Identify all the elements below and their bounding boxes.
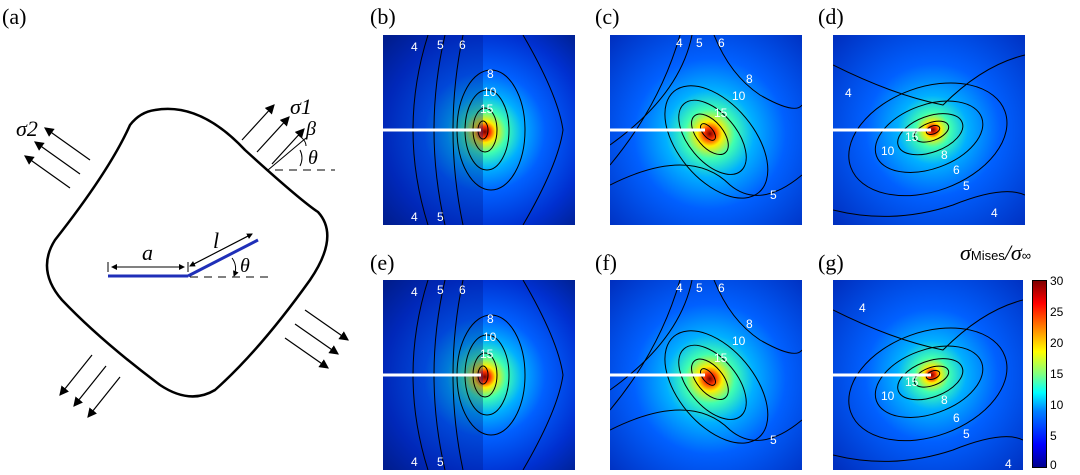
contour-panel-b: 4 5 6 8 10 15 4 5 (383, 35, 575, 225)
contour-map-e: 4 5 6 8 10 15 4 5 (383, 280, 575, 470)
contour-label: 10 (483, 330, 497, 344)
panel-f-label: (f) (595, 250, 617, 275)
contour-label: 5 (770, 188, 777, 202)
dimension-a (107, 262, 189, 272)
contour-label: 5 (437, 283, 444, 297)
contour-label: 8 (746, 317, 753, 331)
colorbar-tick: 5 (1050, 429, 1057, 443)
contour-label: 4 (1005, 457, 1012, 470)
contour-label: 8 (941, 148, 948, 162)
contour-panel-c: 4 5 6 8 10 15 5 (610, 35, 802, 225)
colorbar-title-sub: Mises (970, 248, 1005, 263)
panel-b-label: (b) (370, 4, 396, 29)
contour-label: 5 (437, 38, 444, 52)
angle-construction-top (267, 134, 335, 171)
contour-map-b: 4 5 6 8 10 15 4 5 (383, 35, 575, 225)
contour-label: 4 (991, 206, 998, 220)
schematic-drawing (24, 104, 349, 418)
sigma1-arrows-opposite (59, 354, 121, 418)
contour-label: 5 (696, 281, 703, 295)
panel-a: (a) (0, 0, 370, 475)
contour-label: 15 (714, 106, 728, 120)
panel-d-label: (d) (818, 4, 844, 29)
colorbar: 30 25 20 15 10 5 0 (1032, 274, 1080, 472)
colorbar-gradient (1032, 280, 1047, 468)
contour-label: 10 (483, 85, 497, 99)
a-label: a (142, 240, 153, 265)
contour-label: 6 (953, 411, 960, 425)
contour-map-d: 4 15 10 8 6 5 4 (833, 35, 1025, 225)
contour-map-f: 4 5 6 8 10 15 5 (610, 280, 802, 470)
contour-label: 4 (411, 285, 418, 299)
dimension-l (189, 233, 253, 267)
contour-label: 4 (676, 36, 683, 50)
contour-label: 5 (696, 36, 703, 50)
sigma2-label: σ2 (16, 116, 38, 141)
contour-label: 10 (881, 144, 895, 158)
body-outline (45, 107, 329, 398)
contour-label: 8 (941, 393, 948, 407)
colorbar-tick: 15 (1050, 367, 1064, 381)
contour-label: 6 (459, 283, 466, 297)
beta-label: β (306, 118, 316, 140)
contour-label: 4 (411, 455, 418, 469)
contour-panel-f: 4 5 6 8 10 15 5 (610, 280, 802, 470)
contour-label: 8 (746, 72, 753, 86)
contour-label: 4 (411, 40, 418, 54)
contour-label: 5 (770, 433, 777, 447)
colorbar-tick: 20 (1050, 336, 1064, 350)
panel-a-label: (a) (2, 4, 27, 29)
colorbar-tick: 0 (1050, 458, 1057, 472)
contour-label: 15 (480, 102, 494, 116)
panel-e-label: (e) (370, 250, 395, 275)
contour-label: 10 (732, 89, 746, 103)
contour-label: 5 (963, 179, 970, 193)
contour-panel-d: 4 15 10 8 6 5 4 (833, 35, 1025, 225)
contour-label: 6 (459, 38, 466, 52)
contour-label: 15 (480, 347, 494, 361)
contour-label: 8 (487, 67, 494, 81)
contour-label: 5 (437, 455, 444, 469)
contour-label: 8 (487, 312, 494, 326)
contour-panel-g: 4 15 10 8 6 5 4 (833, 280, 1023, 470)
colorbar-tick: 25 (1050, 305, 1064, 319)
contour-label: 6 (953, 163, 960, 177)
contour-label: 4 (676, 281, 683, 295)
panel-c-label: (c) (595, 4, 620, 29)
theta-crack-label: θ (240, 255, 250, 277)
angle-construction-crack (190, 257, 268, 278)
theta-top-label: θ (308, 147, 318, 169)
contour-map-c: 4 5 6 8 10 15 5 (610, 35, 802, 225)
panel-g-label: (g) (818, 250, 844, 275)
contour-map-g: 4 15 10 8 6 5 4 (833, 280, 1023, 470)
contour-label: 6 (718, 36, 725, 50)
contour-label: 5 (437, 210, 444, 224)
contour-label: 15 (714, 351, 728, 365)
l-label: l (213, 228, 220, 253)
contour-label: 10 (732, 334, 746, 348)
colorbar-title-inf: ∞ (1021, 248, 1032, 263)
sigma1-label: σ1 (290, 94, 312, 119)
colorbar-tick: 10 (1050, 398, 1064, 412)
colorbar-title-sigma: σ (960, 240, 971, 265)
contour-label: 6 (718, 281, 725, 295)
colorbar-title: σMises/σ∞ (960, 240, 1031, 266)
contour-label: 4 (859, 301, 866, 315)
contour-label: 4 (411, 210, 418, 224)
contour-label: 5 (963, 427, 970, 441)
contour-label: 15 (905, 375, 919, 389)
sigma2-arrows (24, 127, 91, 189)
contour-panel-e: 4 5 6 8 10 15 4 5 (383, 280, 575, 470)
crack-kink (187, 238, 259, 278)
sigma2-arrows-opposite (284, 309, 349, 369)
colorbar-title-slash: /σ (1004, 240, 1022, 265)
contour-label: 4 (845, 86, 852, 100)
contour-label: 15 (905, 130, 919, 144)
colorbar-tick: 30 (1050, 274, 1064, 288)
contour-label: 10 (881, 389, 895, 403)
